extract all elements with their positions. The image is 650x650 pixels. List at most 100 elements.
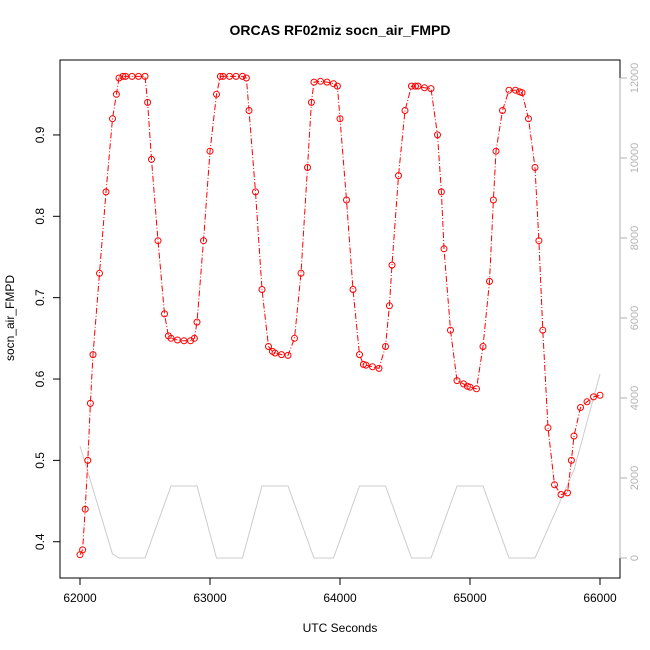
data-point [499, 107, 506, 114]
data-point [109, 115, 116, 123]
data-point [590, 393, 597, 401]
x-tick-label: 64000 [323, 591, 357, 605]
data-point [323, 78, 331, 86]
data-point [564, 489, 571, 497]
data-point [258, 286, 266, 293]
data-point [362, 361, 370, 369]
y-tick-label: 0.5 [33, 452, 47, 469]
data-point [252, 188, 259, 196]
data-point [86, 399, 94, 407]
x-tick-label: 63000 [193, 591, 227, 605]
y2-tick-label: 6000 [629, 306, 641, 330]
data-point [297, 269, 305, 277]
data-point [206, 147, 214, 155]
y-tick-label: 0.7 [33, 289, 47, 306]
x-tick-label: 62000 [63, 591, 97, 605]
x-axis: 62000 63000 64000 65000 66000 [63, 577, 617, 605]
data-point [174, 336, 181, 344]
data-point [148, 155, 155, 163]
data-point [486, 277, 493, 285]
x-tick-label: 65000 [453, 591, 487, 605]
data-point [84, 456, 92, 464]
data-point [414, 82, 422, 90]
data-point [284, 351, 292, 359]
data-point [213, 90, 220, 98]
primary-series [76, 72, 604, 559]
data-point [317, 77, 324, 85]
data-point [216, 72, 224, 80]
data-point [539, 326, 547, 334]
y-tick-label: 0.9 [33, 126, 47, 143]
data-point [310, 78, 318, 86]
data-point [349, 286, 357, 293]
data-point [369, 363, 376, 371]
data-point [245, 107, 253, 114]
data-point [551, 481, 558, 489]
data-point [115, 74, 123, 82]
data-point [518, 89, 526, 97]
data-point [271, 349, 279, 357]
data-point [278, 351, 285, 359]
y-tick-label: 0.6 [33, 370, 47, 387]
data-point [531, 164, 539, 171]
data-point [89, 351, 97, 359]
data-point [119, 72, 127, 80]
data-point [567, 456, 575, 464]
data-point [385, 302, 393, 310]
data-point [193, 318, 201, 326]
secondary-series-line [79, 373, 601, 559]
secondary-series [79, 373, 601, 559]
data-point [525, 115, 532, 123]
y2-tick-label: 0 [629, 555, 641, 561]
data-point [401, 107, 409, 114]
data-point [343, 196, 350, 204]
data-point [242, 74, 250, 82]
data-point [307, 98, 315, 106]
data-point [239, 72, 246, 80]
data-point [577, 404, 584, 411]
data-point [512, 86, 519, 94]
data-point [473, 385, 480, 393]
y2-tick-label: 8000 [629, 226, 641, 250]
data-point [544, 424, 552, 432]
data-point [570, 432, 578, 440]
data-point [388, 261, 396, 269]
y-tick-label: 0.8 [33, 208, 47, 225]
x-tick-label: 66000 [583, 591, 617, 605]
data-point [265, 343, 272, 350]
y-axis-label: socn_air_FMPD [3, 275, 17, 361]
data-point [479, 343, 487, 350]
data-point [200, 237, 207, 245]
data-point [489, 196, 497, 204]
y2-tick-label: 4000 [629, 386, 641, 410]
data-point [557, 491, 565, 498]
data-point [492, 147, 500, 155]
data-point [411, 82, 419, 90]
data-point [440, 245, 448, 253]
y-tick-label: 0.4 [33, 533, 47, 550]
x-axis-label: UTC Seconds [303, 621, 378, 635]
data-point [96, 269, 103, 277]
data-point [466, 383, 474, 391]
y2-tick-label: 2000 [629, 466, 641, 490]
data-point [583, 398, 591, 406]
plot-area [59, 59, 621, 579]
primary-series-line [79, 75, 601, 555]
data-point [102, 188, 110, 196]
data-point [356, 351, 363, 359]
data-point [596, 391, 604, 399]
data-point [81, 505, 89, 513]
data-point [79, 546, 87, 554]
data-point [144, 98, 152, 106]
y-axis: 0.4 0.5 0.6 0.7 0.8 0.9 [33, 126, 61, 550]
chart-title: ORCAS RF02miz socn_air_FMPD [230, 22, 451, 38]
data-point [291, 334, 298, 342]
data-point [434, 131, 441, 139]
data-point [535, 237, 543, 245]
data-point [453, 377, 461, 385]
y2-tick-label: 12000 [629, 63, 641, 94]
data-point [167, 334, 175, 342]
y2-tick-label: 10000 [629, 143, 641, 174]
data-point [141, 72, 149, 80]
